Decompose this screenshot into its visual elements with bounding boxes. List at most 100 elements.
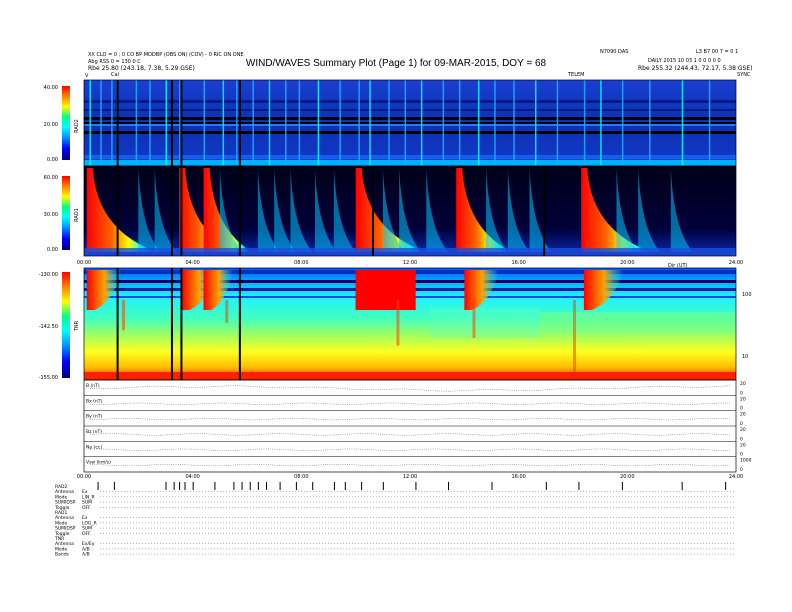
rad1-minor-burst xyxy=(382,168,405,252)
tnr-bursts xyxy=(86,270,624,376)
x-tick-label: 00:00 xyxy=(77,260,91,266)
rad2-burst-line xyxy=(165,80,167,166)
event-tick xyxy=(415,482,417,490)
event-tick xyxy=(179,482,181,490)
tnr-ytick-mid: -142.50 xyxy=(39,324,58,330)
status-label: Bands xyxy=(55,552,70,558)
status-label: Mode xyxy=(55,520,67,526)
tnr-spike xyxy=(225,300,229,323)
x-tick-label: 12:00 xyxy=(403,474,417,480)
data-gap xyxy=(116,268,119,380)
data-gap xyxy=(238,80,241,256)
event-tick xyxy=(295,482,297,490)
rad2-burst-line xyxy=(203,80,206,166)
rad2-burst-line xyxy=(681,80,684,166)
event-tick xyxy=(184,482,186,490)
x-tick-label: 24:00 xyxy=(729,474,743,480)
data-gaps xyxy=(116,80,546,380)
rad2-colorbar xyxy=(62,86,70,160)
status-label: SUMIDSP xyxy=(55,526,76,532)
event-tick xyxy=(192,482,194,490)
event-tick xyxy=(97,482,99,490)
rad2-burst-line xyxy=(89,80,91,166)
data-gap xyxy=(180,268,183,380)
rad2-burst-line xyxy=(513,80,515,166)
rad2-bands xyxy=(84,100,736,166)
event-tick xyxy=(491,482,493,490)
tnr-spike xyxy=(472,300,476,338)
rad2-burst-line xyxy=(298,80,301,166)
header-right-top: N7090 DAS xyxy=(600,49,629,55)
rad1-minor-burst xyxy=(426,168,449,252)
rad2-burst-line xyxy=(268,80,271,166)
rad1-burst xyxy=(86,168,157,252)
data-gap xyxy=(543,166,546,256)
tnr-ylabel: TNR xyxy=(74,320,80,332)
rad1-minor-burst xyxy=(314,168,337,252)
rad1-minor-burst xyxy=(138,168,161,252)
status-value: OFF xyxy=(82,531,91,537)
panel-right-tick: 0 xyxy=(740,467,743,473)
status-value: LOG_R xyxy=(82,520,97,526)
event-tick xyxy=(241,482,243,490)
tnr-ytick-bot: -155.00 xyxy=(39,375,58,381)
panel-right-tick: 1000 xyxy=(740,458,752,464)
marker-left: V xyxy=(85,73,89,79)
status-label: Antenna xyxy=(55,489,74,495)
status-value: A/B xyxy=(82,546,90,552)
panel-series-line xyxy=(89,385,731,392)
rad1-minor-burst xyxy=(290,168,313,252)
rad1-minor-burst xyxy=(507,168,530,252)
event-ticks xyxy=(97,482,727,490)
x-tick-label: 08:00 xyxy=(294,260,308,266)
tnr-spike xyxy=(122,300,126,331)
rad1-burst xyxy=(179,168,236,252)
header-right-mid: DAILY 2015 10 03 1 0 0 0 0 0 xyxy=(648,58,721,64)
rad2-burst-line xyxy=(285,80,287,166)
event-tick xyxy=(113,482,115,490)
event-tick xyxy=(333,482,335,490)
event-tick xyxy=(173,482,175,490)
panel-series-line xyxy=(89,418,731,421)
data-gap xyxy=(170,268,173,380)
rad2-burst-line xyxy=(494,80,496,166)
tnr-burst xyxy=(86,270,122,310)
data-gap xyxy=(170,80,173,256)
tnr-burst xyxy=(203,270,234,310)
x-tick-label: 16:00 xyxy=(511,260,525,266)
event-tick xyxy=(344,482,346,490)
rad2-burst-line xyxy=(556,80,559,166)
rad2-burst-line xyxy=(708,80,711,166)
panel-right-tick: 20 xyxy=(740,381,746,387)
event-tick xyxy=(621,482,623,490)
panel-right-tick: 20 xyxy=(740,427,746,433)
rad2-burst-line xyxy=(404,80,407,166)
rad2-burst-line xyxy=(621,80,624,166)
bottom-xticks: 00:00 04:00 08:00 12:00 16:00 20:00 24:00 xyxy=(77,474,743,480)
status-value: LIN_R xyxy=(82,494,95,500)
data-gap xyxy=(238,268,241,380)
panel-right-tick: 0 xyxy=(740,436,743,442)
rad2-ylabel: RAD2 xyxy=(74,119,80,133)
rad2-burst-line xyxy=(135,80,138,166)
panel-right-tick: 20 xyxy=(740,442,746,448)
panel-label: Np (cc) xyxy=(86,444,102,450)
panel-series-line xyxy=(89,402,730,405)
rad2-burst-line xyxy=(600,80,602,166)
x-tick-label: 12:00 xyxy=(403,260,417,266)
marker-cal: Cal xyxy=(111,72,119,78)
rad2-burst-line xyxy=(420,80,423,166)
rad1-minor-burst xyxy=(638,168,661,252)
event-tick xyxy=(725,482,727,490)
rad2-burst-line xyxy=(388,80,390,166)
panel-label: Bx (nT) xyxy=(86,398,103,404)
event-tick xyxy=(165,482,167,490)
x-tick-label: 20:00 xyxy=(620,260,634,266)
file-right: Rbe 255.32 (244.43, 72.17, 5.38 GSE) xyxy=(638,65,753,72)
rad1-burst xyxy=(203,168,253,252)
rad2-burst-line xyxy=(317,80,320,166)
data-gap xyxy=(371,166,374,256)
panel-series-line xyxy=(89,464,731,467)
status-label: Antenna xyxy=(55,541,74,547)
